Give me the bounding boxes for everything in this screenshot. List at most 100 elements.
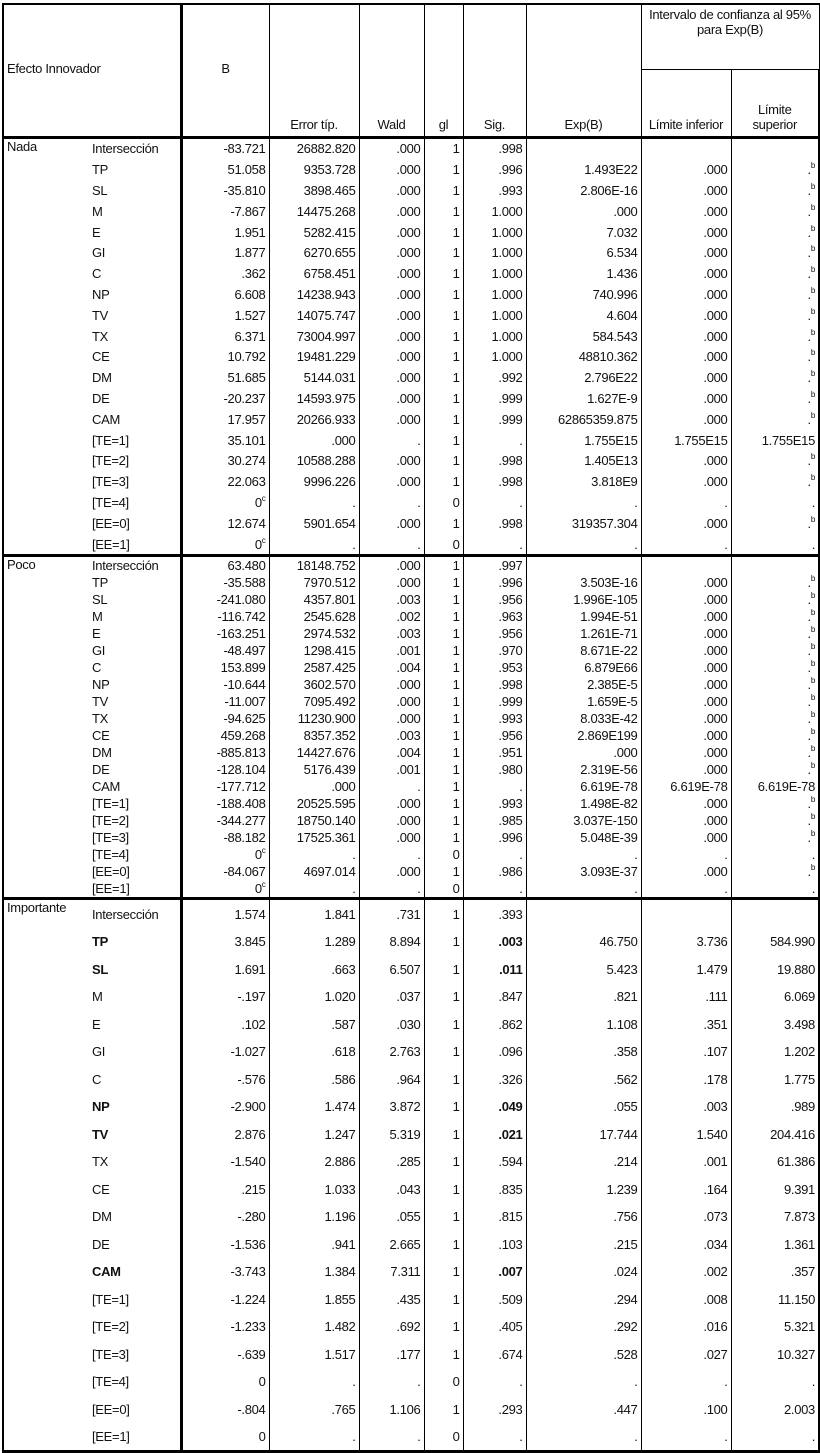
group-label [2, 1367, 89, 1396]
cell-value: . [417, 1429, 421, 1445]
footnote-marker: b [810, 181, 815, 191]
sig-cell: .999 [462, 408, 527, 430]
cell-value: 6.879E66 [584, 660, 638, 676]
b-cell: -.576 [180, 1065, 270, 1093]
df-cell: 1 [423, 574, 464, 592]
cell-value: -116.742 [217, 609, 266, 625]
cell-value: -1.233 [230, 1319, 266, 1335]
std-error-cell: .587 [268, 1010, 360, 1038]
table-row: DE -128.104 5176.439 .001 1 .980 2.319E-56 .000… [2, 761, 820, 779]
variable-label: GI [89, 242, 183, 264]
cell-value: . [519, 779, 523, 795]
header-lower-limit: Límite inferior [640, 68, 732, 139]
std-error-cell: 17525.361 [268, 829, 360, 847]
cell-value: .214 [613, 1154, 638, 1170]
cell-value: 8.033E-42 [580, 711, 638, 727]
wald-cell: .000 [358, 388, 425, 409]
b-cell: 6.608 [180, 284, 270, 305]
wald-cell: .000 [358, 795, 425, 813]
cell-value: 7.032 [606, 224, 638, 240]
cell-value: 1 [452, 1346, 460, 1362]
cell-value: 46.750 [599, 934, 638, 950]
wald-cell: .000 [358, 676, 425, 694]
std-error-cell: .618 [268, 1037, 360, 1066]
footnote-marker: c [261, 493, 266, 503]
wald-cell: .731 [358, 897, 425, 928]
df-cell: 1 [423, 1312, 464, 1341]
variable-label: E [89, 1010, 183, 1038]
upper-limit-cell: .b [730, 761, 820, 779]
cell-value: 1.196 [324, 1209, 356, 1225]
b-cell: -35.810 [180, 180, 270, 201]
cell-value: 35.101 [227, 432, 266, 448]
cell-value: 1.261E-71 [580, 626, 638, 642]
sig-cell: .956 [462, 625, 527, 643]
wald-cell: .002 [358, 608, 425, 626]
exp-b-cell: . [525, 492, 642, 513]
lower-limit-cell: .000 [640, 812, 732, 830]
cell-value: 2.876 [234, 1126, 266, 1142]
lower-limit-cell: . [640, 533, 732, 556]
cell-value: 319357.304 [571, 515, 638, 531]
cell-value: -.639 [237, 1346, 266, 1362]
b-cell: 12.674 [180, 512, 270, 534]
cell-value: .000 [703, 677, 728, 693]
cell-value: .963 [498, 609, 523, 625]
cell-value: .049 [498, 1099, 523, 1115]
variable-label: [TE=2] [89, 1312, 183, 1341]
cell-value: . [811, 881, 816, 897]
cell-value: 1 [452, 1291, 460, 1307]
variable-label: E [89, 625, 183, 643]
upper-limit-cell: .b [730, 795, 820, 813]
sig-cell: .986 [462, 863, 527, 881]
cell-value: 1 [452, 162, 460, 178]
header-gl: gl [423, 3, 464, 138]
cell-value: 2.796E22 [584, 370, 638, 386]
cell-value: .000 [396, 711, 421, 727]
group-label [2, 1065, 89, 1093]
wald-cell: .692 [358, 1312, 425, 1341]
df-cell: 1 [423, 591, 464, 609]
cell-value: .587 [331, 1016, 356, 1032]
cell-value: 4.604 [606, 307, 638, 323]
cell-value: 3.818E9 [591, 474, 638, 490]
footnote-marker: b [810, 659, 815, 669]
cell-value: . [811, 847, 816, 863]
lower-limit-cell: . [640, 1422, 732, 1453]
sig-cell: .996 [462, 574, 527, 592]
cell-value: .000 [396, 558, 421, 574]
table-row: E -163.251 2974.532 .003 1 .956 1.261E-71 .000.… [2, 625, 820, 643]
cell-value: .000 [703, 245, 728, 261]
table-row: TX -1.540 2.886 .285 1 .594 .214 .001 61.386 [2, 1147, 820, 1176]
cell-value: -94.625 [223, 711, 266, 727]
cell-value: 1 [452, 1181, 460, 1197]
group-label [2, 200, 89, 222]
exp-b-cell: 2.796E22 [525, 367, 642, 389]
exp-b-cell: 1.436 [525, 263, 642, 285]
std-error-cell: 7095.492 [268, 693, 360, 711]
b-cell: 0c [180, 880, 270, 899]
b-cell: -.197 [180, 982, 270, 1011]
upper-limit-cell: .b [730, 284, 820, 305]
upper-limit-cell: 1.775 [730, 1065, 820, 1093]
b-cell: -1.540 [180, 1147, 270, 1176]
footnote-marker: b [810, 761, 815, 771]
variable-label: SL [89, 591, 183, 609]
cell-value: 0 [254, 536, 262, 552]
cell-value: .002 [703, 1264, 728, 1280]
group-label: Importante [2, 897, 89, 928]
wald-cell: . [358, 492, 425, 513]
cell-value: .951 [498, 745, 523, 761]
header-sig: Sig. [462, 3, 527, 138]
df-cell: 1 [423, 927, 464, 956]
df-cell: 1 [423, 408, 464, 430]
variable-label: Intersección [89, 897, 183, 928]
cell-value: 1 [452, 592, 460, 608]
variable-label: CE [89, 1175, 183, 1203]
cell-value: .000 [396, 182, 421, 198]
cell-value: .997 [498, 558, 523, 574]
std-error-cell: 4357.801 [268, 591, 360, 609]
cell-value: .953 [498, 660, 523, 676]
cell-value: 1 [452, 609, 460, 625]
cell-value: . [811, 536, 816, 552]
